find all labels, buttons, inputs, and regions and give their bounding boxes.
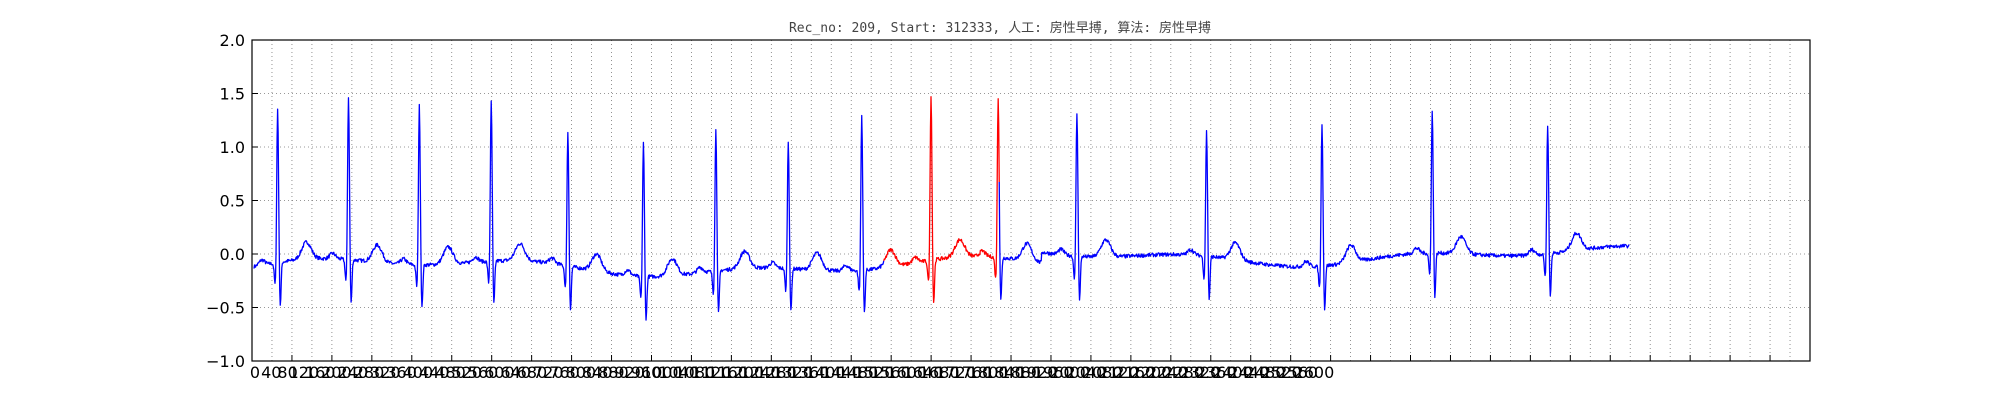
x-tick-label: 1040 xyxy=(658,363,699,382)
x-tick-label: 880 xyxy=(598,363,629,382)
x-tick-label: 1240 xyxy=(740,363,781,382)
series-layer xyxy=(253,96,1630,321)
chart-title: Rec_no: 209, Start: 312333, 人工: 房性早搏, 算法… xyxy=(788,21,1212,36)
x-tick-label: 960 xyxy=(631,363,662,382)
x-tick-label: 520 xyxy=(452,363,483,382)
x-tick-label: 840 xyxy=(582,363,613,382)
x-tick-label: 1960 xyxy=(1033,363,1074,382)
y-axis: −1.0 −0.5 0.0 0.5 1.0 1.5 2.0 xyxy=(206,31,258,371)
x-tick-label: 1120 xyxy=(691,363,732,382)
grid-layer xyxy=(252,40,1810,361)
x-tick-label: 2520 xyxy=(1261,363,1302,382)
x-tick-label: 1640 xyxy=(903,363,944,382)
y-tick-label: −1.0 xyxy=(206,352,245,371)
x-tick-label: 1160 xyxy=(707,363,748,382)
x-tick-label: 1360 xyxy=(789,363,830,382)
x-tick-label: 720 xyxy=(533,363,564,382)
x-tick-label: 1560 xyxy=(870,363,911,382)
x-tick-label: 1880 xyxy=(1000,363,1041,382)
x-tick-label: 360 xyxy=(386,363,417,382)
x-tick-label: 440 xyxy=(419,363,450,382)
x-tick-label: 1720 xyxy=(935,363,976,382)
x-tick-label: 240 xyxy=(337,363,368,382)
x-tick-label: 1520 xyxy=(854,363,895,382)
x-tick-label: 1600 xyxy=(886,363,927,382)
y-tick-label: 2.0 xyxy=(220,31,245,50)
x-axis: 0 408012016020024028032036040044048052056… xyxy=(250,355,1811,382)
x-tick-label: 1280 xyxy=(756,363,797,382)
x-tick-label: 560 xyxy=(468,363,499,382)
y-tick-label: 1.0 xyxy=(220,138,245,157)
x-tick-label: 600 xyxy=(484,363,515,382)
x-tick-label: 2560 xyxy=(1277,363,1318,382)
y-tick-label: 0.0 xyxy=(220,245,245,264)
x-tick-label: 680 xyxy=(517,363,548,382)
x-tick-label: 0 xyxy=(250,363,260,382)
x-tick-label: 1080 xyxy=(675,363,716,382)
x-tick-label: 2000 xyxy=(1049,363,1090,382)
x-tick-label: 320 xyxy=(370,363,401,382)
x-tick-label: 1440 xyxy=(821,363,862,382)
x-tick-label: 1400 xyxy=(805,363,846,382)
x-tick-label: 2480 xyxy=(1245,363,1286,382)
x-tick-label: 400 xyxy=(403,363,434,382)
x-tick-label: 80 xyxy=(277,363,297,382)
x-tick-label: 2120 xyxy=(1098,363,1139,382)
x-tick-label: 160 xyxy=(305,363,336,382)
x-tick-label: 2160 xyxy=(1114,363,1155,382)
x-tick-label: 1800 xyxy=(968,363,1009,382)
x-tick-label: 2400 xyxy=(1212,363,1253,382)
x-tick-label: 1760 xyxy=(951,363,992,382)
ecg-trace-segment xyxy=(253,97,885,321)
x-tick-label: 480 xyxy=(435,363,466,382)
ecg-trace-segment xyxy=(883,96,1000,304)
x-tick-label: 800 xyxy=(566,363,597,382)
y-tick-label: 0.5 xyxy=(220,192,245,211)
y-tick-label: −0.5 xyxy=(206,299,245,318)
ecg-trace-segment xyxy=(998,110,1630,311)
x-tick-label: 120 xyxy=(289,363,320,382)
x-tick-label: 920 xyxy=(614,363,645,382)
x-tick-label: 2080 xyxy=(1082,363,1123,382)
x-tick-label: 2280 xyxy=(1163,363,1204,382)
x-tick-label: 2240 xyxy=(1147,363,1188,382)
x-tick-label: 1920 xyxy=(1017,363,1058,382)
x-tick-label: 1320 xyxy=(772,363,813,382)
x-tick-label: 2320 xyxy=(1180,363,1221,382)
x-tick-label: 200 xyxy=(321,363,352,382)
x-tick-label: 2440 xyxy=(1228,363,1269,382)
x-tick-label: 2360 xyxy=(1196,363,1237,382)
x-tick-label: 1840 xyxy=(984,363,1025,382)
x-tick-label: 2600 xyxy=(1294,363,1335,382)
y-tick-label: 1.5 xyxy=(220,85,245,104)
x-tick-label: 40 xyxy=(261,363,281,382)
x-tick-label: 1680 xyxy=(919,363,960,382)
x-tick-label: 1000 xyxy=(642,363,683,382)
x-tick-label: 640 xyxy=(500,363,531,382)
x-tick-label: 760 xyxy=(549,363,580,382)
x-tick-label: 280 xyxy=(354,363,385,382)
x-tick-label: 1480 xyxy=(837,363,878,382)
x-tick-label: 2040 xyxy=(1065,363,1106,382)
x-tick-label: 2200 xyxy=(1131,363,1172,382)
x-tick-label: 1200 xyxy=(723,363,764,382)
